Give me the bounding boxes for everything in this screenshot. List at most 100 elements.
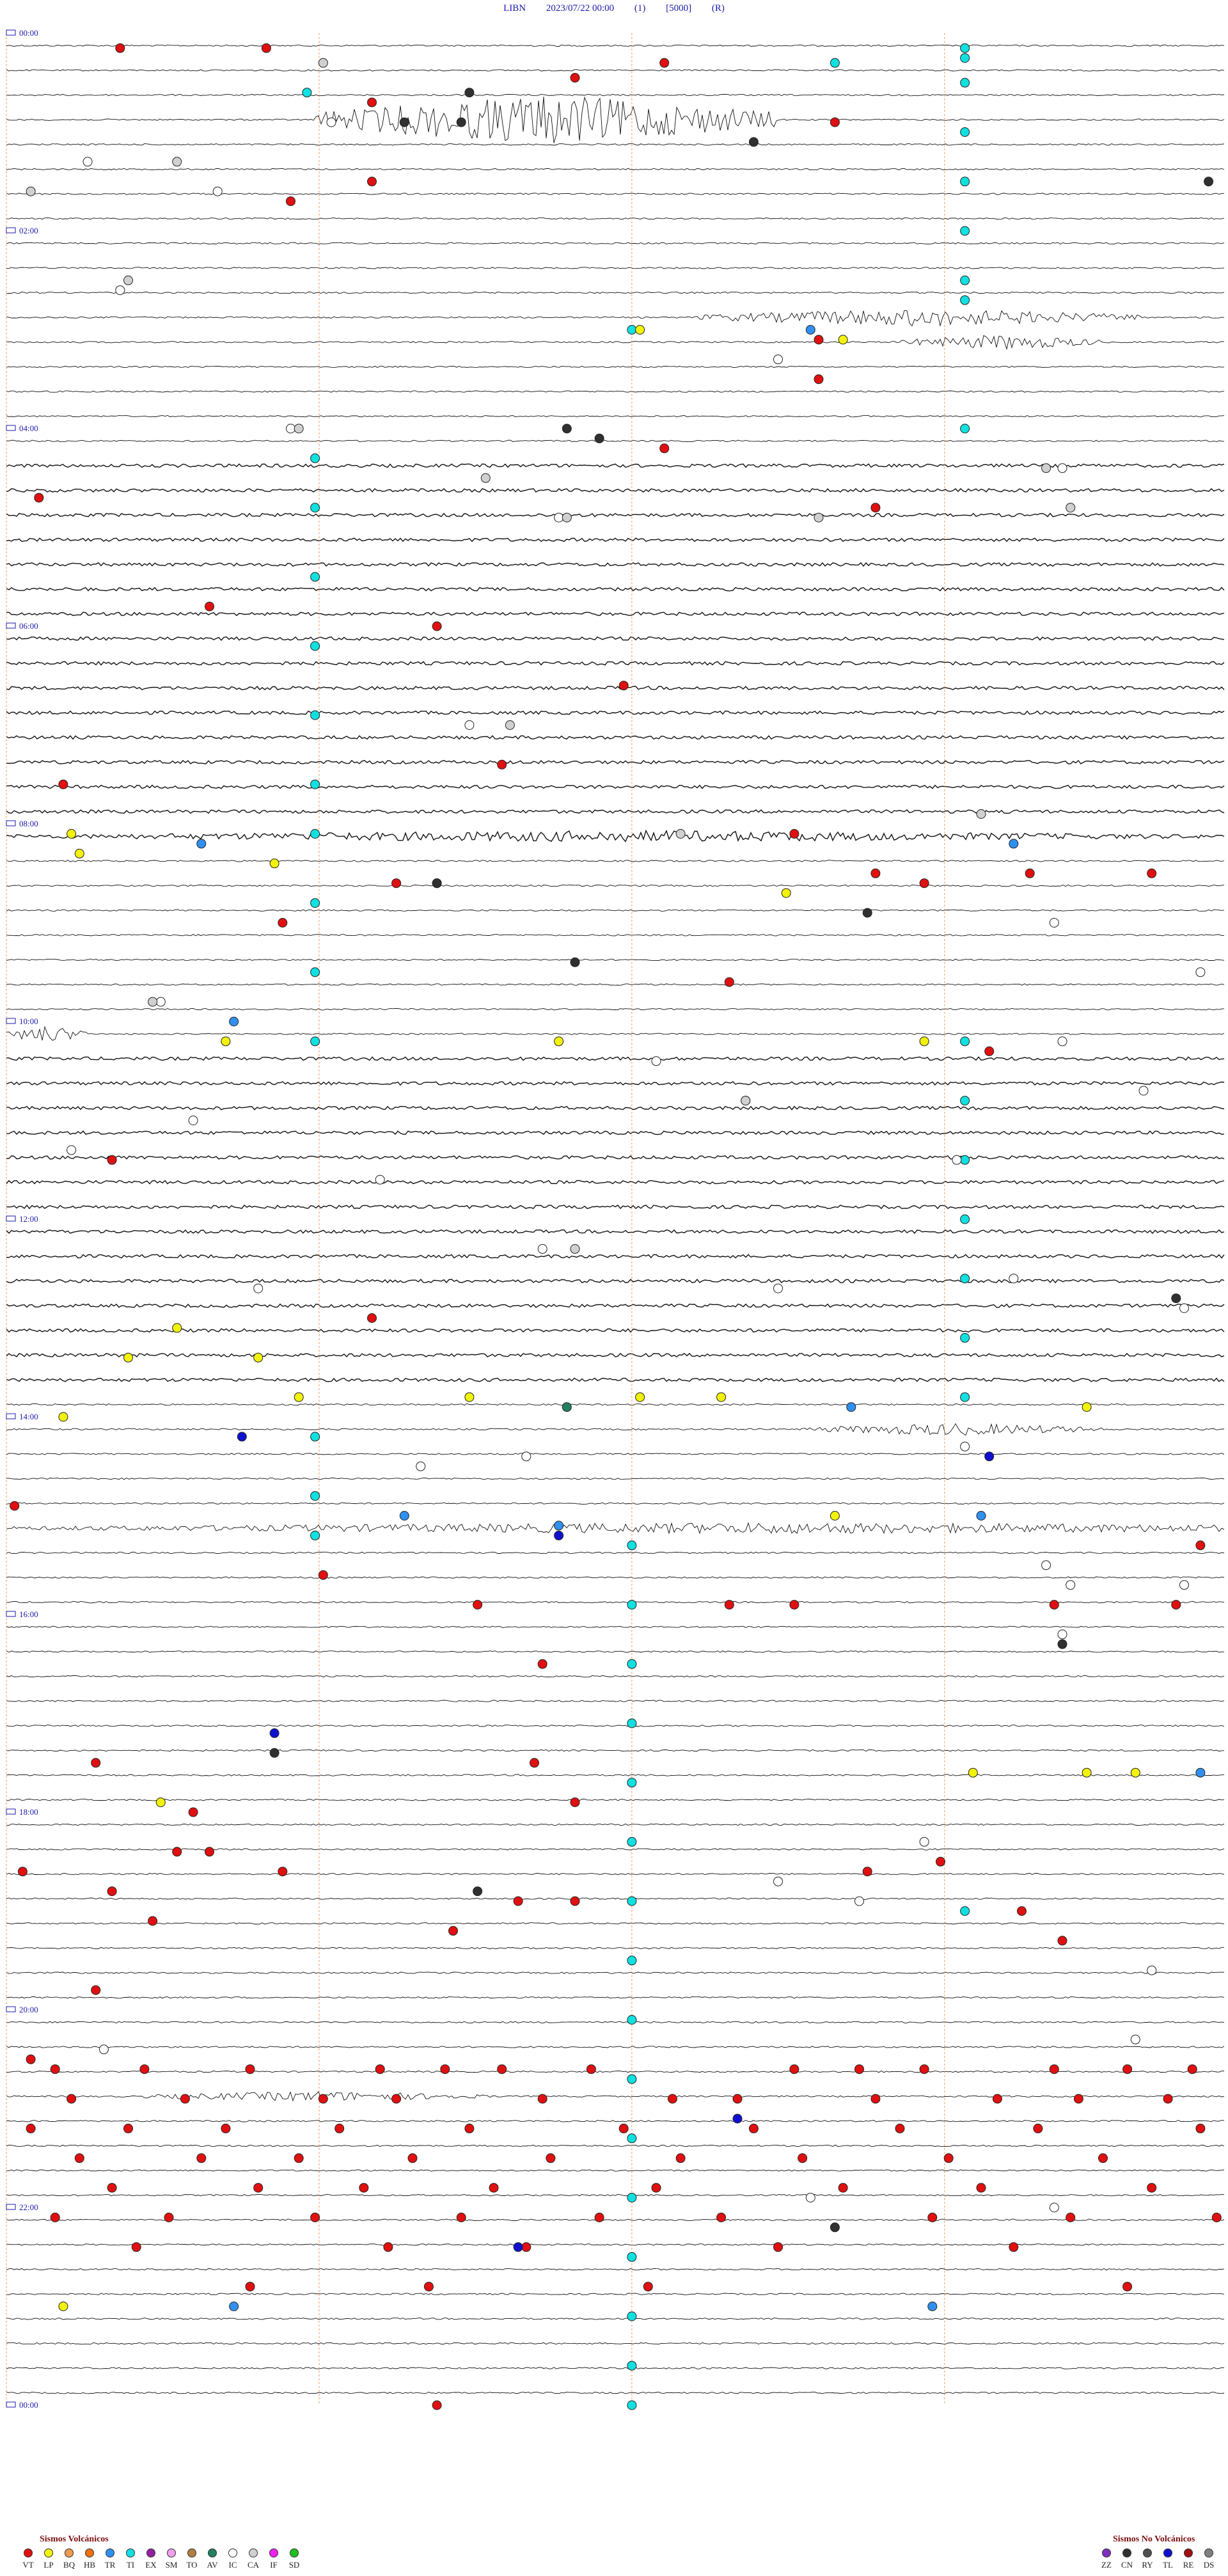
event-marker-vt xyxy=(26,2054,36,2064)
seismic-trace xyxy=(6,710,1225,715)
event-marker-tr xyxy=(554,1521,564,1531)
event-marker-ti xyxy=(960,177,970,187)
event-marker-ic xyxy=(1049,918,1059,928)
event-marker-vt xyxy=(854,2064,864,2074)
event-marker-cn xyxy=(269,1748,279,1758)
event-marker-ic xyxy=(1179,1303,1189,1313)
event-marker-ic xyxy=(1179,1580,1189,1590)
event-marker-av xyxy=(562,1402,572,1412)
legend-code-lp: LP xyxy=(43,2560,54,2570)
event-marker-cn xyxy=(562,423,572,434)
event-marker-vt xyxy=(423,2282,434,2292)
event-marker-vt xyxy=(570,1798,580,1807)
event-marker-vt xyxy=(1073,2094,1083,2104)
event-marker-cn xyxy=(830,2222,840,2232)
event-marker-tl xyxy=(732,2114,743,2124)
event-marker-vt xyxy=(67,2094,77,2104)
event-marker-ti xyxy=(960,295,970,305)
hour-label: 14:00 xyxy=(19,1412,38,1421)
event-marker-ca xyxy=(814,512,824,523)
event-marker-lp xyxy=(919,1036,929,1047)
legend-dot-ds xyxy=(1204,2548,1213,2557)
event-marker-vt xyxy=(335,2123,345,2133)
legend-dot-bq xyxy=(65,2548,74,2557)
event-marker-vt xyxy=(789,829,799,839)
event-marker-vt xyxy=(1033,2123,1043,2133)
event-marker-ca xyxy=(1066,503,1076,513)
seismic-trace xyxy=(6,1700,1225,1702)
legend-item-if: IF xyxy=(264,2548,284,2570)
event-marker-lp xyxy=(67,829,77,839)
seismic-trace xyxy=(6,2243,1225,2246)
event-marker-ti xyxy=(960,423,970,434)
event-marker-vt xyxy=(58,779,68,789)
event-marker-vt xyxy=(570,1896,580,1906)
seismic-trace xyxy=(6,1328,1225,1333)
header-channel: (1) xyxy=(634,3,646,13)
legend-code-ti: TI xyxy=(126,2560,135,2570)
seismic-trace xyxy=(6,335,1225,351)
seismic-trace xyxy=(6,193,1225,195)
legend-dot-ic xyxy=(228,2548,237,2557)
event-marker-ic xyxy=(854,1896,864,1906)
seismic-trace xyxy=(6,439,1225,443)
seismic-trace xyxy=(6,1229,1225,1234)
seismic-trace xyxy=(6,612,1225,617)
seismic-trace xyxy=(6,93,1225,97)
event-marker-vt xyxy=(927,2213,938,2222)
event-marker-vt xyxy=(26,2123,36,2133)
event-marker-vt xyxy=(50,2213,60,2222)
event-marker-ti xyxy=(627,1837,637,1847)
event-marker-tr xyxy=(805,325,815,335)
event-marker-vt xyxy=(789,2064,799,2074)
hour-marker xyxy=(6,2006,16,2012)
hour-marker xyxy=(6,1413,16,1419)
event-marker-ti xyxy=(310,898,320,908)
legend-code-bq: BQ xyxy=(63,2560,75,2570)
event-marker-vt xyxy=(34,493,44,503)
event-marker-vt xyxy=(1017,1906,1027,1916)
event-marker-ca xyxy=(570,1244,580,1254)
event-marker-ti xyxy=(830,58,840,68)
event-marker-vt xyxy=(1057,1936,1067,1946)
event-marker-ti xyxy=(310,710,320,720)
event-marker-ti xyxy=(627,1540,637,1551)
event-marker-ti xyxy=(960,127,970,137)
legend-code-ry: RY xyxy=(1142,2560,1153,2570)
event-marker-vt xyxy=(172,1847,182,1857)
event-marker-cn xyxy=(570,957,580,967)
event-marker-vt xyxy=(1147,2183,1157,2193)
event-marker-vt xyxy=(367,97,377,107)
hour-marker xyxy=(6,622,16,629)
legend-code-ic: IC xyxy=(228,2560,237,2570)
event-marker-vt xyxy=(919,2064,929,2074)
seismic-trace xyxy=(6,2342,1225,2345)
seismic-trace xyxy=(6,1007,1225,1011)
event-marker-vt xyxy=(1195,1540,1206,1551)
event-marker-vt xyxy=(936,1856,945,1867)
event-marker-lp xyxy=(716,1392,727,1402)
event-marker-ca xyxy=(675,829,686,839)
event-marker-cn xyxy=(473,1886,483,1897)
hour-label: 12:00 xyxy=(19,1214,38,1224)
event-marker-ic xyxy=(1138,1086,1149,1096)
event-marker-ic xyxy=(773,354,783,365)
seismic-trace xyxy=(6,1453,1225,1455)
event-marker-ic xyxy=(155,997,166,1007)
event-marker-vt xyxy=(570,73,580,83)
event-marker-ti xyxy=(302,88,312,98)
event-marker-ti xyxy=(310,453,320,463)
legend-code-ds: DS xyxy=(1203,2560,1215,2570)
event-marker-cn xyxy=(399,117,409,127)
seismic-trace xyxy=(6,143,1225,146)
event-marker-ic xyxy=(1130,2034,1140,2044)
seismic-trace xyxy=(6,2268,1225,2271)
event-marker-vt xyxy=(1163,2094,1173,2104)
event-marker-vt xyxy=(278,918,288,928)
event-marker-vt xyxy=(773,2242,783,2252)
seismic-trace xyxy=(6,686,1225,691)
event-marker-vt xyxy=(253,2183,264,2193)
event-marker-vt xyxy=(310,2213,320,2222)
seismic-trace xyxy=(6,415,1225,418)
event-marker-vt xyxy=(391,878,402,889)
